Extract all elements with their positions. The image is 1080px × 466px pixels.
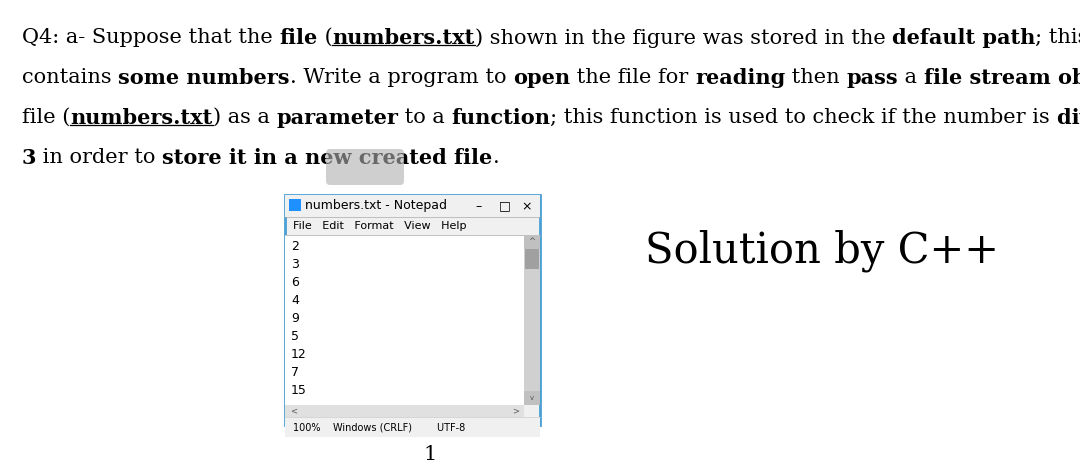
Text: some numbers: some numbers	[118, 68, 289, 88]
Text: ; this file: ; this file	[1036, 28, 1080, 47]
Text: contains: contains	[22, 68, 118, 87]
Bar	[289, 199, 301, 211]
Text: numbers.txt - Notepad: numbers.txt - Notepad	[305, 199, 447, 212]
Text: –: –	[472, 199, 486, 212]
Text: File   Edit   Format   View   Help: File Edit Format View Help	[293, 221, 467, 231]
FancyBboxPatch shape	[525, 249, 539, 269]
Text: divisible by: divisible by	[1056, 108, 1080, 128]
Text: reading: reading	[694, 68, 785, 88]
Text: 7: 7	[291, 366, 299, 379]
Bar	[285, 195, 540, 217]
Bar	[285, 417, 540, 437]
Text: function: function	[451, 108, 551, 128]
Text: Solution by C++: Solution by C++	[645, 230, 999, 273]
Text: ) shown in the figure was stored in the: ) shown in the figure was stored in the	[474, 28, 892, 48]
Bar	[285, 405, 524, 417]
Text: numbers.txt: numbers.txt	[333, 28, 474, 48]
Text: >: >	[512, 406, 519, 416]
Text: 100%    Windows (CRLF)        UTF-8: 100% Windows (CRLF) UTF-8	[293, 422, 465, 432]
Bar	[524, 391, 540, 405]
Bar	[285, 195, 540, 425]
Text: 12: 12	[291, 348, 307, 361]
Text: ) as a: ) as a	[213, 108, 276, 127]
Text: to a: to a	[399, 108, 451, 127]
Text: v: v	[530, 395, 535, 401]
Text: 6: 6	[291, 276, 299, 289]
Text: .: .	[492, 148, 499, 167]
Text: 3: 3	[291, 258, 299, 271]
Text: 1: 1	[423, 445, 436, 464]
Text: □: □	[495, 199, 515, 212]
Text: numbers.txt: numbers.txt	[70, 108, 213, 128]
Text: 9: 9	[291, 312, 299, 325]
Text: parameter: parameter	[276, 108, 399, 128]
Text: 15: 15	[291, 384, 307, 397]
Text: Q4: a- Suppose that the: Q4: a- Suppose that the	[22, 28, 280, 47]
Text: pass: pass	[847, 68, 897, 88]
Text: <: <	[291, 406, 297, 416]
Text: default path: default path	[892, 28, 1036, 48]
Text: ^: ^	[528, 238, 536, 247]
Bar	[285, 235, 524, 405]
Bar	[524, 235, 540, 405]
Text: 2: 2	[291, 240, 299, 253]
Text: file stream object: file stream object	[923, 68, 1080, 88]
Text: 4: 4	[291, 294, 299, 307]
Text: . Write a program to: . Write a program to	[289, 68, 513, 87]
Text: the file for: the file for	[570, 68, 694, 87]
Text: ; this function is used to check if the number is: ; this function is used to check if the …	[551, 108, 1056, 127]
Text: file: file	[280, 28, 318, 48]
Text: 3: 3	[22, 148, 37, 168]
Text: open: open	[513, 68, 570, 88]
Bar	[524, 235, 540, 249]
Text: ×: ×	[518, 199, 537, 212]
Text: 5: 5	[291, 330, 299, 343]
Text: then: then	[785, 68, 847, 87]
FancyBboxPatch shape	[326, 149, 404, 185]
Text: a: a	[897, 68, 923, 87]
Text: (: (	[318, 28, 333, 47]
Text: file (: file (	[22, 108, 70, 127]
Text: in order to: in order to	[37, 148, 162, 167]
Text: store it in a new created file: store it in a new created file	[162, 148, 492, 168]
